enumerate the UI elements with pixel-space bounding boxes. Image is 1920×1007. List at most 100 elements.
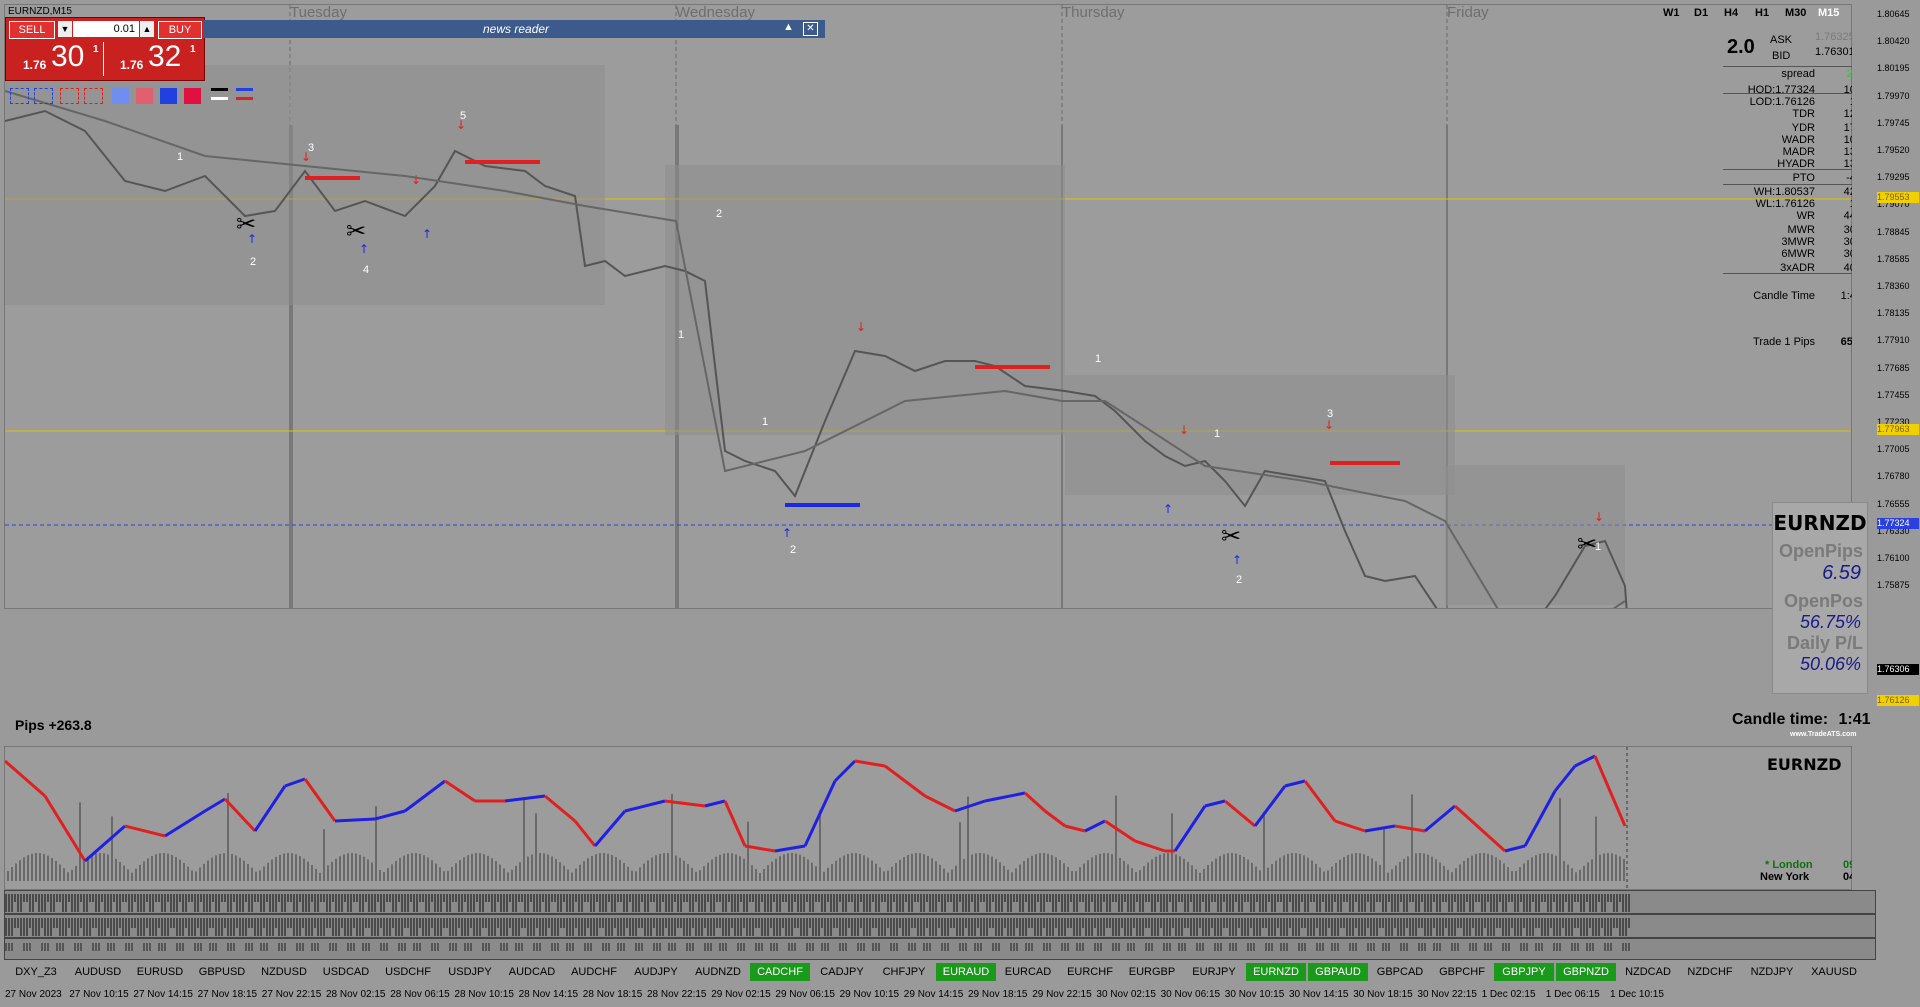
volume-bar bbox=[1199, 872, 1201, 881]
symbol-tab-eurjpy[interactable]: EURJPY bbox=[1192, 966, 1236, 978]
timeframe-w1-button[interactable]: W1 bbox=[1663, 7, 1680, 19]
strength-bar bbox=[926, 943, 928, 951]
strength-bar bbox=[134, 918, 136, 928]
symbol-tab-cadjpy[interactable]: CADJPY bbox=[820, 966, 864, 978]
strength-bar bbox=[1388, 943, 1390, 951]
strength-bar bbox=[113, 894, 115, 902]
symbol-tab-gbpchf[interactable]: GBPCHF bbox=[1439, 966, 1485, 978]
rect-dashed-blue-tool[interactable] bbox=[10, 88, 29, 104]
lot-down-button[interactable]: ▼ bbox=[58, 21, 72, 37]
symbol-tab-gbpjpy[interactable]: GBPJPY bbox=[1494, 963, 1554, 981]
symbol-tab-nzdusd[interactable]: NZDUSD bbox=[261, 966, 307, 978]
strength-bar bbox=[1334, 918, 1336, 936]
symbol-tab-audusd[interactable]: AUDUSD bbox=[74, 966, 122, 978]
volume-bar bbox=[7, 871, 9, 881]
strength-bar bbox=[608, 894, 610, 902]
timeframe-m30-button[interactable]: M30 bbox=[1785, 7, 1807, 19]
symbol-tab-eurchf[interactable]: EURCHF bbox=[1067, 966, 1113, 978]
strength-bar bbox=[8, 918, 10, 936]
symbol-tab-dxy_z3[interactable]: DXY_Z3 bbox=[15, 966, 57, 978]
symbol-tab-audcad[interactable]: AUDCAD bbox=[508, 966, 556, 978]
rect-dashed-blue2-tool[interactable] bbox=[34, 88, 53, 104]
strength-bar bbox=[431, 894, 433, 902]
strength-bar bbox=[599, 894, 601, 912]
symbol-tab-usdchf[interactable]: USDCHF bbox=[385, 966, 431, 978]
symbol-tab-gbpcad[interactable]: GBPCAD bbox=[1376, 966, 1424, 978]
symbol-tab-xauusd[interactable]: XAUUSD bbox=[1811, 966, 1857, 978]
strength-bar bbox=[884, 918, 886, 936]
symbol-tab-eurcad[interactable]: EURCAD bbox=[1004, 966, 1052, 978]
symbol-tab-euraud[interactable]: EURAUD bbox=[936, 963, 996, 981]
volume-bar bbox=[1547, 853, 1549, 881]
strength-bar bbox=[980, 894, 982, 902]
strength-bar bbox=[311, 918, 313, 936]
symbol-tab-usdcad[interactable]: USDCAD bbox=[322, 966, 370, 978]
symbol-tab-eurnzd[interactable]: EURNZD bbox=[1246, 963, 1306, 981]
symbol-tab-eurgbp[interactable]: EURGBP bbox=[1128, 966, 1176, 978]
strength-bar bbox=[44, 894, 46, 912]
buy-arrow-icon: ↑ bbox=[422, 227, 432, 241]
strength-bar bbox=[458, 918, 460, 928]
strength-bar bbox=[650, 918, 652, 936]
strength-bar bbox=[992, 918, 994, 928]
symbol-tab-audchf[interactable]: AUDCHF bbox=[571, 966, 617, 978]
buy-button[interactable]: BUY bbox=[158, 21, 202, 39]
symbol-tab-audnzd[interactable]: AUDNZD bbox=[695, 966, 741, 978]
volume-bar bbox=[523, 799, 525, 881]
lot-input[interactable]: 0.01 bbox=[73, 21, 139, 37]
strength-bar bbox=[788, 918, 790, 936]
symbol-tab-audjpy[interactable]: AUDJPY bbox=[634, 966, 678, 978]
strength-bar bbox=[1058, 894, 1060, 902]
symbol-tab-nzdcad[interactable]: NZDCAD bbox=[1625, 966, 1671, 978]
symbol-tab-cadchf[interactable]: CADCHF bbox=[750, 963, 810, 981]
signal-count-label: 1 bbox=[1214, 428, 1220, 440]
symbol-tab-gbpusd[interactable]: GBPUSD bbox=[198, 966, 246, 978]
strength-bar bbox=[668, 894, 670, 912]
indicator-panel[interactable]: EURNZD M15 * London 09:28:19 New York 04… bbox=[4, 746, 1891, 890]
strength-bar bbox=[1340, 918, 1342, 928]
rect-dashed-red2-tool[interactable] bbox=[84, 88, 103, 104]
fill-red-tool[interactable] bbox=[184, 88, 201, 104]
news-reader-bar[interactable]: news reader ▲ ✕ bbox=[203, 20, 825, 38]
fill-lightblue-tool[interactable] bbox=[112, 88, 129, 104]
fill-blue-tool[interactable] bbox=[160, 88, 177, 104]
strength-bar bbox=[1343, 894, 1345, 902]
collapse-icon[interactable]: ▲ bbox=[783, 21, 794, 33]
strength-bar bbox=[434, 894, 436, 912]
buy-price[interactable]: 1.76 32 1 bbox=[106, 40, 200, 76]
fill-lightred-tool[interactable] bbox=[136, 88, 153, 104]
strength-bar bbox=[953, 918, 955, 928]
line-blue-red-tool[interactable] bbox=[236, 87, 253, 103]
timeframe-h4-button[interactable]: H4 bbox=[1724, 7, 1739, 19]
volume-bar bbox=[423, 855, 425, 881]
strength-bar bbox=[1400, 918, 1402, 936]
timeframe-d1-button[interactable]: D1 bbox=[1694, 7, 1709, 19]
strength-bar bbox=[1562, 894, 1564, 912]
symbol-tab-gbpaud[interactable]: GBPAUD bbox=[1308, 963, 1368, 981]
strength-bar bbox=[602, 943, 604, 951]
volume-bar bbox=[587, 858, 589, 881]
volume-bar bbox=[1099, 853, 1101, 881]
timeframe-m15-button[interactable]: M15 bbox=[1818, 7, 1840, 19]
symbol-tab-chfjpy[interactable]: CHFJPY bbox=[882, 966, 926, 978]
strength-bar bbox=[1610, 918, 1612, 936]
sell-price[interactable]: 1.76 30 1 bbox=[9, 40, 104, 76]
volume-bar bbox=[1139, 869, 1141, 881]
volume-bar bbox=[1591, 859, 1593, 881]
timeframe-h1-button[interactable]: H1 bbox=[1755, 7, 1770, 19]
price-chart-area[interactable]: ↓↓↓↓↓↓↓↑↑↑↑↑↑↑↑✂✂✂✂132542112113211 bbox=[4, 4, 1852, 609]
symbol-tab-nzdchf[interactable]: NZDCHF bbox=[1687, 966, 1733, 978]
line-black-white-tool[interactable] bbox=[211, 87, 228, 103]
strength-bar bbox=[1385, 918, 1387, 936]
rect-dashed-red-tool[interactable] bbox=[60, 88, 79, 104]
symbol-tab-gbpnzd[interactable]: GBPNZD bbox=[1556, 963, 1616, 981]
sell-button[interactable]: SELL bbox=[9, 21, 55, 39]
close-icon[interactable]: ✕ bbox=[803, 22, 818, 36]
symbol-tab-eurusd[interactable]: EURUSD bbox=[136, 966, 184, 978]
lot-up-button[interactable]: ▲ bbox=[140, 21, 154, 37]
symbol-tab-nzdjpy[interactable]: NZDJPY bbox=[1750, 966, 1794, 978]
strength-bar bbox=[542, 894, 544, 902]
symbol-tab-usdjpy[interactable]: USDJPY bbox=[448, 966, 492, 978]
strength-bar bbox=[380, 894, 382, 912]
strength-bar bbox=[227, 943, 229, 951]
